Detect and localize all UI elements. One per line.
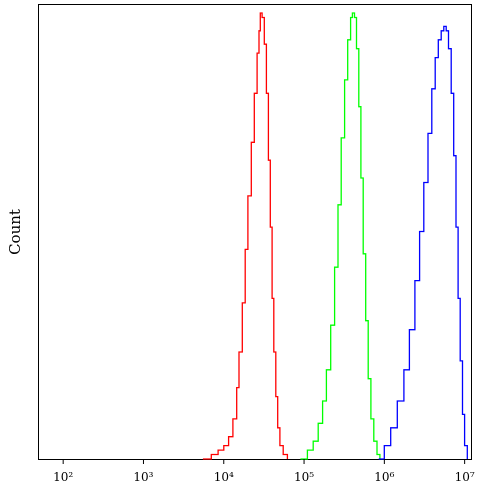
- x-tick-label: 10⁶: [374, 470, 394, 484]
- series-layer: [202, 12, 468, 460]
- series-line-3: [378, 25, 468, 460]
- plot-frame: [38, 4, 472, 460]
- x-tick-label: 10⁴: [214, 470, 234, 484]
- x-tick-label: 10³: [133, 470, 153, 484]
- y-axis-label: Count: [6, 209, 24, 255]
- x-tick-label: 10⁷: [455, 470, 475, 484]
- x-tick-label: 10⁵: [294, 470, 314, 484]
- x-axis-ticks: 10² 10³ 10⁴ 10⁵ 10⁶ 10⁷: [53, 459, 475, 484]
- series-line-1: [202, 12, 289, 460]
- x-tick-label: 10²: [53, 470, 73, 484]
- series-line-2: [300, 12, 381, 460]
